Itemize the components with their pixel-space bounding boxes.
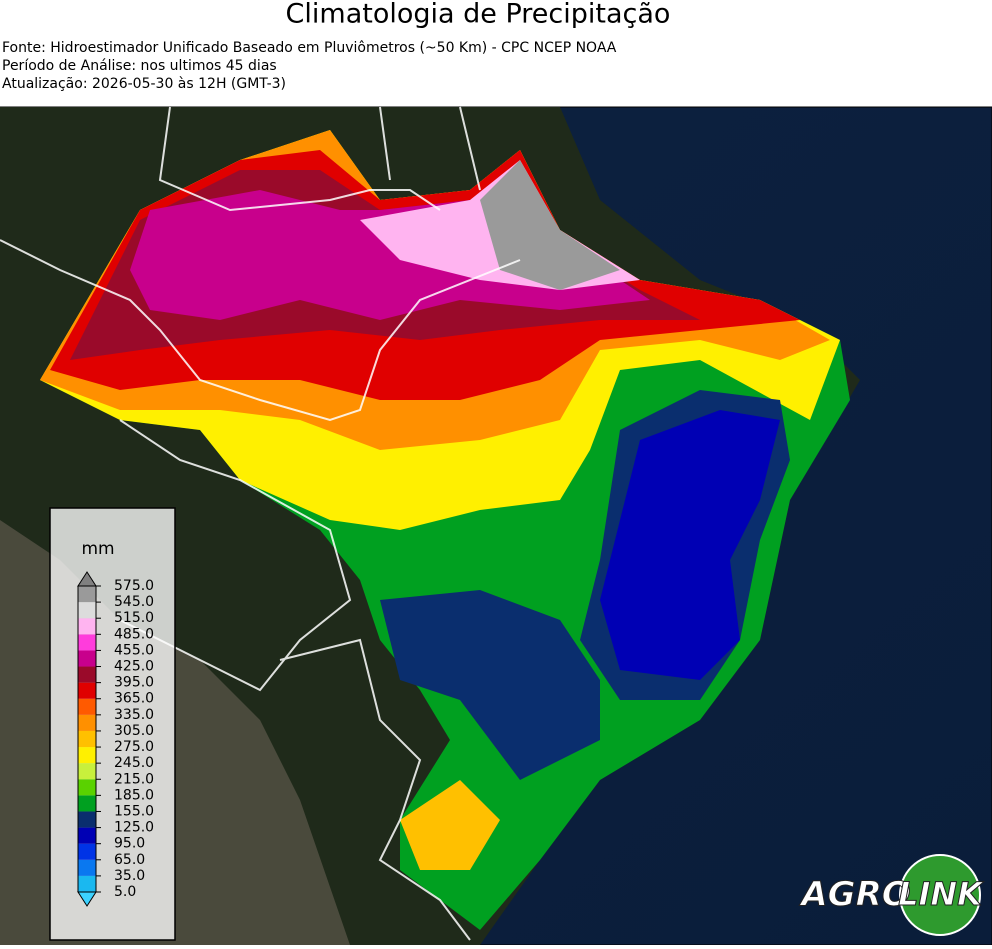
color-bin [78,795,96,812]
title: Climatologia de Precipitação [286,0,671,30]
color-bin [78,763,96,780]
logo-text: LINK [898,875,984,913]
precip-field [40,130,850,930]
tick-label: 335.0 [114,707,154,723]
logo-text: AGRO [798,875,910,915]
tick-label: 5.0 [114,884,136,900]
color-bin [78,730,96,748]
map [0,106,992,946]
tick-label: 365.0 [114,691,154,707]
color-bin [78,682,96,699]
color-bin [78,714,96,731]
tick-label: 515.0 [114,610,154,626]
color-bin [78,747,96,764]
subtitle: Atualização: 2026-05-30 às 12H (GMT-3) [2,76,286,92]
tick-label: 185.0 [114,787,154,803]
legend: mm 5.035.065.095.0125.0155.0185.0215.024… [49,507,176,941]
tick-label: 575.0 [114,578,154,594]
color-bin [78,779,96,796]
tick-label: 425.0 [114,659,154,675]
color-bin [78,843,96,860]
tick-label: 215.0 [114,771,154,787]
legend-unit: mm [81,539,114,559]
tick-label: 245.0 [114,755,154,771]
logo-circle [899,854,981,936]
tick-label: 95.0 [114,836,145,852]
tick-label: 395.0 [114,675,154,691]
borders [0,106,521,941]
tick-label: 35.0 [114,868,145,884]
colorbar-outline [77,585,97,893]
color-bin [78,586,96,603]
color-bin [78,618,96,635]
tick-label: 155.0 [114,803,154,819]
logo: AGRO LINK [798,854,985,936]
tick-label: 125.0 [114,820,154,836]
legend-panel [49,507,176,941]
tick-label: 65.0 [114,852,145,868]
color-bin [78,859,96,876]
color-bin [78,698,96,715]
tick-label: 545.0 [114,594,154,610]
color-bin [78,634,96,651]
subtitle: Fonte: Hidroestimador Unificado Baseado … [2,40,617,56]
color-bin [78,650,96,667]
subtitle: Período de Análise: nos ultimos 45 dias [2,58,277,74]
color-bin [78,875,96,892]
tick-label: 275.0 [114,739,154,755]
color-bin [78,602,96,619]
tick-label: 305.0 [114,723,154,739]
color-bin [78,811,96,828]
color-bin [78,666,96,683]
color-bin [78,827,96,844]
tick-label: 485.0 [114,626,154,642]
tick-label: 455.0 [114,642,154,658]
